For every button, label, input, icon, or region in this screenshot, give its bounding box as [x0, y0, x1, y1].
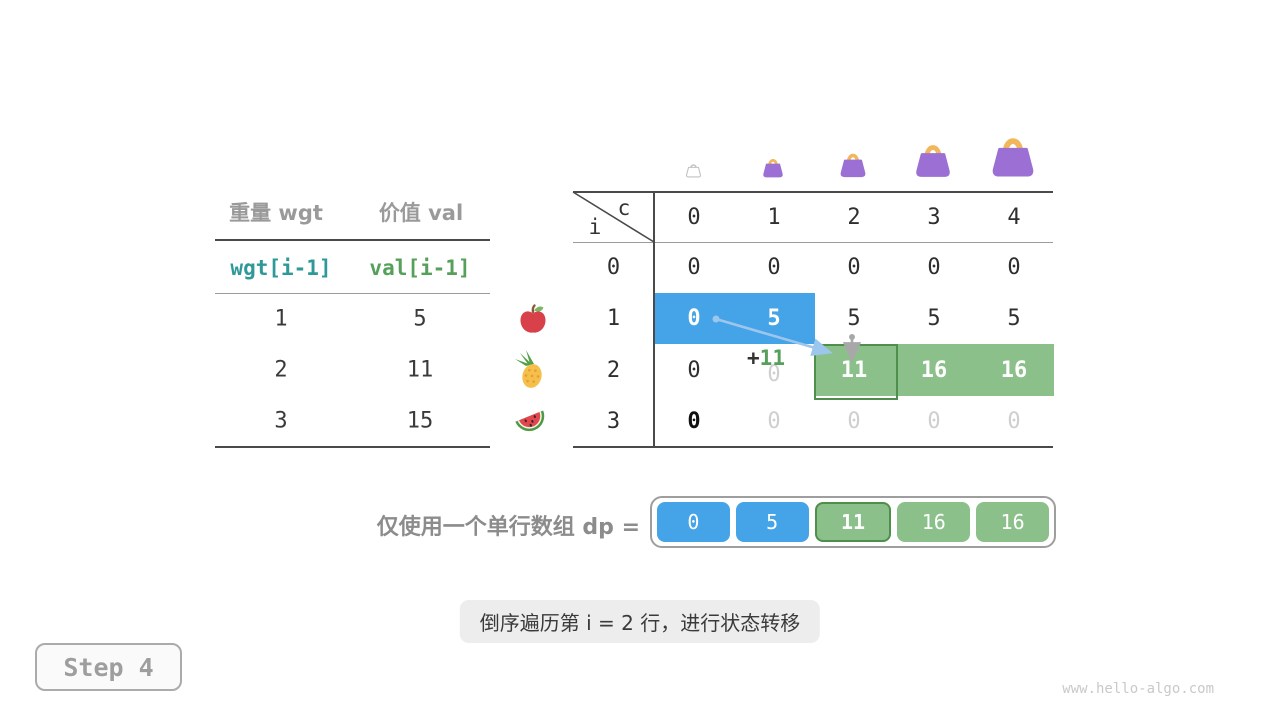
item-weight: 3: [274, 408, 288, 434]
dp-row-headers: 0 1 2 3: [573, 242, 654, 447]
item-value: 15: [406, 408, 434, 434]
dp-cell: 0: [767, 255, 781, 281]
corner-diagonal-line: [572, 191, 655, 243]
items-table-title-value: 价值 val: [378, 201, 464, 225]
dp-cell: 16: [1000, 357, 1028, 383]
dp-cell: 0: [847, 408, 861, 434]
dp-array-item-current: 11: [814, 502, 892, 542]
row-header: 2: [606, 357, 621, 383]
dp-cell: 0: [927, 408, 941, 434]
dp-cell: 0: [687, 408, 701, 434]
row-header: 0: [606, 255, 621, 281]
col-header: 4: [1007, 204, 1021, 230]
items-table-rule-mid: [215, 293, 490, 294]
dp-cell: 0: [687, 255, 701, 281]
row-header: 3: [606, 408, 621, 434]
col-header: 3: [927, 204, 941, 230]
annotation-plus: +: [747, 346, 760, 370]
bag-outline-icon: [685, 161, 702, 178]
item-weight: 1: [274, 306, 288, 332]
dp-table-rule-vertical: [653, 191, 655, 448]
transition-annotation: +11: [747, 346, 785, 370]
dp-cell: 0: [687, 306, 701, 332]
item-value: 11: [406, 357, 434, 383]
items-table-header-val: val[i-1]: [369, 256, 471, 280]
col-header: 1: [767, 204, 781, 230]
apple-icon: [517, 303, 549, 335]
dp-table-rule-top: [573, 191, 1053, 193]
row-header: 1: [606, 306, 621, 332]
corner-col-var: c: [617, 196, 631, 220]
dp-array-item: 16: [897, 502, 971, 542]
corner-row-var: i: [588, 215, 602, 239]
watermelon-icon: [510, 402, 550, 438]
dp-cell: 5: [847, 306, 861, 332]
dp-cell-overwritten: 0: [767, 361, 781, 387]
step-badge: Step 4: [35, 643, 182, 691]
dp-col-headers: 0 1 2 3 4: [654, 192, 1054, 242]
dp-cell: 5: [927, 306, 941, 332]
annotation-value: 11: [759, 346, 785, 370]
dp-cell: 5: [767, 306, 781, 332]
item-value: 5: [413, 306, 427, 332]
items-table-header-wgt: wgt[i-1]: [230, 256, 332, 280]
bag-icon: [990, 132, 1036, 178]
dp-cell: 0: [767, 408, 781, 434]
caption: 倒序遍历第 i = 2 行，进行状态转移: [459, 600, 821, 643]
bag-icon: [762, 156, 784, 178]
dp-array-item: 0: [657, 502, 730, 542]
dp-cell: 5: [1007, 306, 1021, 332]
item-weight: 2: [274, 357, 288, 383]
dp-cell: 0: [927, 255, 941, 281]
dp-table-rule-bottom: [573, 446, 1053, 448]
dp-array-item: 16: [976, 502, 1049, 542]
col-header: 2: [847, 204, 861, 230]
pineapple-icon: [513, 348, 551, 390]
dp-cell: 0: [687, 357, 701, 383]
dp-table-rule-header: [573, 242, 1053, 243]
items-table-rule-top: [215, 239, 490, 241]
dp-cell-current: 11: [840, 357, 868, 383]
dp-cell: 0: [1007, 408, 1021, 434]
bag-icon: [914, 140, 952, 178]
watermark: www.hello-algo.com: [1062, 681, 1214, 697]
items-table-title-weight: 重量 wgt: [229, 201, 323, 225]
dp-cell: 0: [847, 255, 861, 281]
dp-cells: 0 0 0 0 0 0 5 5 5 5 0 0 11 16 16 0 0 0 0…: [654, 242, 1054, 447]
dp-cell: 0: [1007, 255, 1021, 281]
dp-array-item: 5: [735, 502, 809, 542]
items-table-rule-bottom: [215, 446, 490, 448]
dp-array-label: 仅使用一个单行数组 dp =: [376, 515, 640, 540]
dp-cell: 16: [920, 357, 948, 383]
dp-array: 0 5 11 16 16: [650, 496, 1056, 548]
col-header: 0: [687, 204, 701, 230]
bag-icon: [839, 150, 867, 178]
